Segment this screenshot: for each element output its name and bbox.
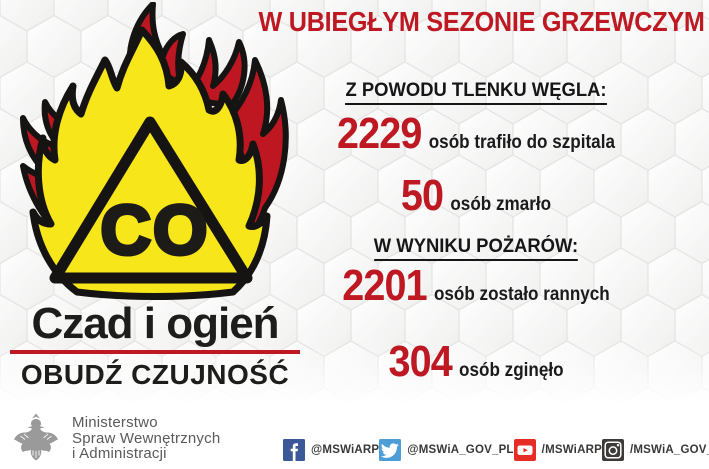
brand-block: Czad i ogień OBUDŹ CZUJNOŚĆ: [6, 301, 304, 390]
stat-section-heading-co: Z POWODU TLENKU WĘGLA:: [323, 80, 630, 105]
youtube-icon: [513, 439, 536, 461]
social-item-facebook: @MSWiARP: [283, 439, 379, 461]
stat-label: osób zmarło: [450, 194, 552, 215]
social-item-youtube: /MSWiARP: [513, 439, 602, 461]
ministry-name: Ministerstwo Spraw Wewnętrznych i Admini…: [72, 415, 220, 462]
stat-line-injured: 2201 osób zostało rannych: [334, 264, 618, 308]
ministry-line: i Administracji: [72, 445, 167, 462]
social-handle: @MSWiARP: [311, 444, 380, 456]
stat-value: 2201: [342, 261, 427, 310]
stat-label: osób zostało rannych: [433, 284, 610, 305]
polish-eagle-icon: [14, 413, 58, 461]
social-bar: @MSWiARP @MSWiA_GOV_PL /MSWiARP: [283, 438, 709, 462]
twitter-icon: [379, 439, 402, 461]
facebook-icon: [283, 439, 305, 461]
stat-label: osób zginęło: [459, 360, 564, 381]
stat-value: 50: [400, 171, 444, 220]
social-handle: @MSWiA_GOV_PL: [407, 444, 514, 456]
brand-subtitle: OBUDŹ CZUJNOŚĆ: [20, 359, 290, 390]
stat-line-deaths-fire: 304 osób zginęło: [334, 340, 618, 384]
honeycomb-background: [0, 0, 709, 404]
brand-underline: [10, 350, 300, 354]
stat-line-hospital: 2229 osób trafiło do szpitala: [334, 112, 618, 156]
stat-label: osób trafiło do szpitala: [428, 132, 615, 153]
stat-value: 304: [388, 337, 452, 386]
social-item-twitter: @MSWiA_GOV_PL: [379, 439, 513, 461]
social-item-instagram: /MSWiA_GOV_PL: [601, 439, 709, 461]
stat-line-deaths-co: 50 osób zmarło: [334, 174, 618, 218]
footer: Ministerstwo Spraw Wewnętrznych i Admini…: [0, 404, 709, 469]
co-fire-logo-icon: CO: [20, 2, 289, 300]
brand-title: Czad i ogień: [31, 299, 279, 348]
stat-heading-text: Z POWODU TLENKU WĘGLA:: [345, 80, 607, 105]
stat-value: 2229: [337, 109, 422, 158]
campaign-header: W UBIEGŁYM SEZONIE GRZEWCZYM: [258, 6, 705, 37]
instagram-icon: [601, 439, 624, 461]
stats-column: Z POWODU TLENKU WĘGLA: 2229 osób trafiło…: [318, 80, 634, 384]
social-handle: /MSWiA_GOV_PL: [629, 444, 709, 456]
ministry-line: Spraw Wewnętrznych: [72, 429, 221, 447]
ministry-line: Ministerstwo: [72, 414, 158, 431]
co-label: CO: [101, 191, 210, 269]
social-handle: /MSWiARP: [541, 444, 602, 456]
stat-section-heading-fires: W WYNIKU POŻARÓW:: [323, 236, 630, 261]
stat-heading-text: W WYNIKU POŻARÓW:: [373, 236, 579, 261]
co-warning-triangle: [49, 116, 253, 284]
